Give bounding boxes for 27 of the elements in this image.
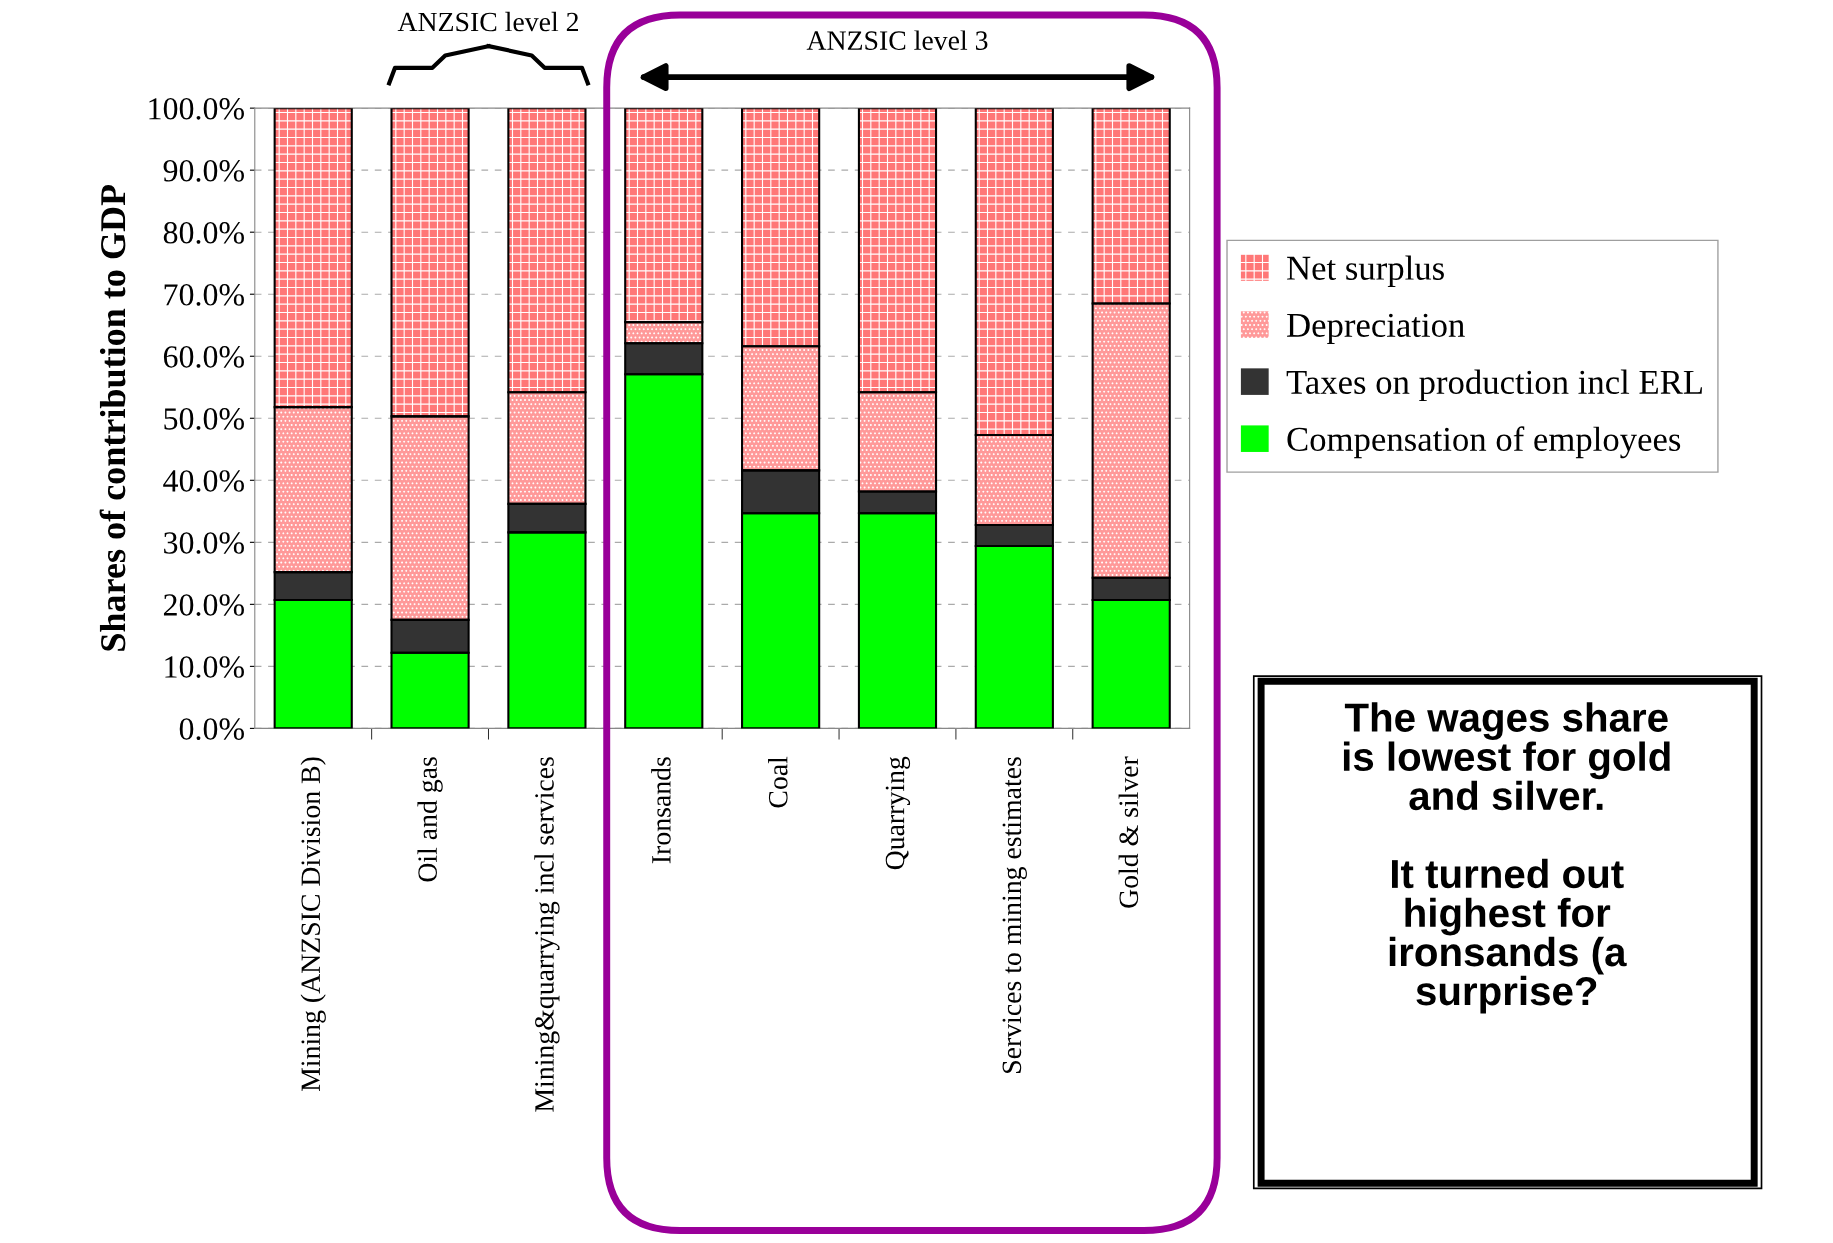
x-tick-label: Services to mining estimates bbox=[1002, 757, 1027, 1073]
y-tick-label: 60.0% bbox=[163, 346, 244, 368]
x-tick-label: Gold & silver bbox=[1118, 756, 1139, 908]
x-tick-label: Oil and gas bbox=[417, 757, 443, 882]
y-tick-label: 30.0% bbox=[164, 532, 244, 554]
x-tick-label: Mining&quarrying incl services bbox=[534, 757, 560, 1112]
y-tick-label: 10.0% bbox=[165, 656, 244, 678]
legend-label: Compensation of employees bbox=[1287, 426, 1681, 459]
x-tick-label: Coal bbox=[768, 756, 788, 808]
x-tick-label: Quarrying bbox=[885, 756, 911, 870]
y-tick-label: 90.0% bbox=[163, 160, 244, 182]
legend-label: Depreciation bbox=[1287, 313, 1465, 345]
text: The wages share is lowest for gold and silver. It turned out highest for ironsands (a surprise? bbox=[1343, 702, 1670, 1014]
y-tick-label: 100.0% bbox=[149, 97, 244, 120]
text: ANZSIC level 3 bbox=[806, 30, 988, 50]
y-tick-label: 80.0% bbox=[163, 222, 244, 244]
y-tick-label: 40.0% bbox=[163, 470, 244, 492]
y-tick-label: 20.0% bbox=[163, 594, 244, 616]
x-tick-label: Ironsands bbox=[651, 757, 671, 864]
y-axis-title: Shares of contribution to GDP bbox=[99, 184, 126, 651]
legend-label: Net surplus bbox=[1287, 255, 1444, 287]
text: ANZSIC level 2 bbox=[397, 11, 578, 32]
y-tick-label: 70.0% bbox=[164, 284, 244, 306]
y-tick-label: 0.0% bbox=[179, 718, 244, 740]
legend-label: Taxes on production incl ERL bbox=[1286, 369, 1702, 402]
y-tick-label: 50.0% bbox=[164, 408, 244, 430]
x-tick-label: Mining (ANZSIC Division B) bbox=[300, 757, 326, 1092]
